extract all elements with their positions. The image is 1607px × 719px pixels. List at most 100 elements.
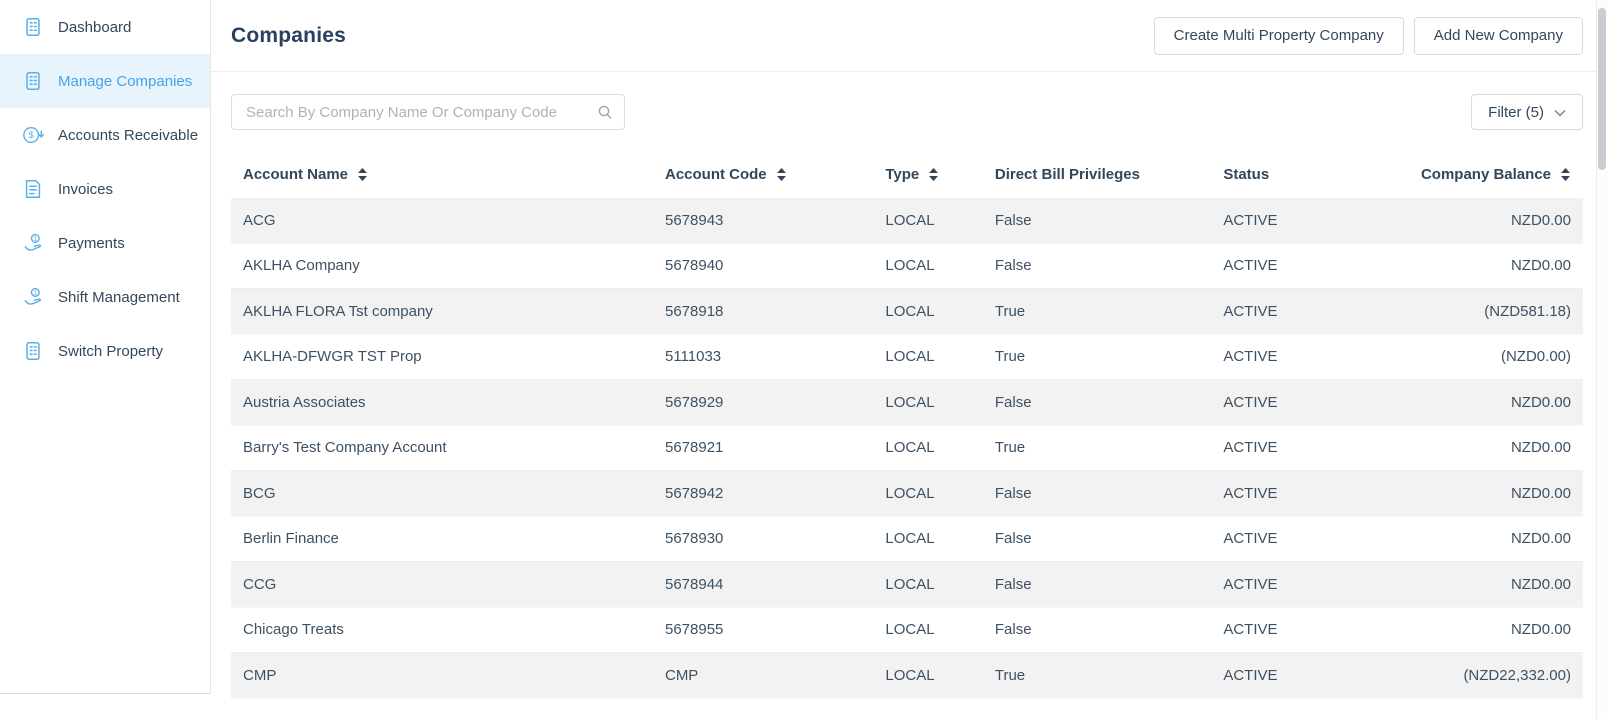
page-title: Companies [231,23,346,47]
sidebar-item-payments[interactable]: 1 Payments [0,216,210,270]
filter-button[interactable]: Filter (5) [1471,94,1583,130]
cell-status: ACTIVE [1223,439,1278,457]
scrollbar-thumb[interactable] [1598,8,1606,170]
cell-direct-bill-privileges: True [994,439,1026,457]
table-row[interactable]: AKLHA FLORA Tst company 5678918 LOCAL True A… [231,289,1583,335]
cell-account-code: 5111033 [664,348,722,366]
cell-direct-bill-privileges: False [994,621,1032,639]
sidebar-item-label: Payments [58,234,125,252]
cell-type: LOCAL [885,575,935,593]
cell-status: ACTIVE [1223,348,1278,366]
cell-status: ACTIVE [1223,666,1278,684]
table-row[interactable]: CMP CMP LOCAL True ACTIVE (NZD22,332.00) [231,653,1583,699]
table-row[interactable]: Austria Associates 5678929 LOCAL False ACTIV… [231,380,1583,426]
column-header-account-code[interactable]: Account Code [665,166,885,183]
column-header-status: Status [1223,166,1395,183]
cell-type: LOCAL [885,393,935,411]
table-row[interactable]: AKLHA-DFWGR TST Prop 5111033 LOCAL True ACTI… [231,335,1583,380]
column-header-direct-bill-privileges: Direct Bill Privileges [995,166,1223,183]
table-row[interactable]: CCG 5678944 LOCAL False ACTIVE NZD0.00 [231,562,1583,608]
add-new-company-button[interactable]: Add New Company [1413,16,1583,55]
sort-icon[interactable] [776,167,787,181]
sidebar-item-label: Dashboard [58,18,132,36]
table-header-row: Account Name Account Code Type Direct Bill … [231,150,1583,198]
cell-company-balance: NZD0.00 [1510,575,1571,593]
cell-account-name: AKLHA-DFWGR TST Prop [243,348,422,366]
cell-account-code: 5678929 [664,393,724,411]
sort-icon[interactable] [928,167,939,181]
cell-direct-bill-privileges: True [994,348,1026,366]
cell-direct-bill-privileges: False [994,575,1032,593]
table-row[interactable]: AKLHA Company 5678940 LOCAL False ACTIVE NZD0… [231,244,1583,289]
table-row[interactable]: Chicago Treats 5678955 LOCAL False ACTIVE NZD… [231,608,1583,653]
cell-direct-bill-privileges: False [994,257,1032,275]
cell-account-name: Chicago Treats [243,621,344,639]
cell-account-name: CCG [243,575,277,593]
cell-status: ACTIVE [1223,393,1278,411]
column-label: Direct Bill Privileges [994,165,1140,183]
column-header-company-balance[interactable]: Company Balance [1395,166,1583,183]
column-label: Type [885,165,920,183]
sidebar-item-dashboard[interactable]: Dashboard [0,0,210,54]
cell-company-balance: NZD0.00 [1510,393,1571,411]
cell-account-name: Barry's Test Company Account [243,439,447,457]
sort-icon[interactable] [357,167,368,181]
cell-status: ACTIVE [1223,484,1278,502]
dollar-circle-icon: $ [21,123,45,147]
sidebar-item-label: Shift Management [58,288,180,306]
create-multi-property-company-button[interactable]: Create Multi Property Company [1153,16,1404,55]
column-header-type[interactable]: Type [885,166,995,183]
table-row[interactable]: Barry's Test Company Account 5678921 LOCAL… [231,426,1583,471]
header-buttons: Create Multi Property Company Add New Co… [1153,16,1583,55]
cell-account-code: 5678944 [664,575,724,593]
toolbar: Filter (5) [231,94,1583,130]
cell-account-code: 5678942 [664,484,724,502]
column-header-account-name[interactable]: Account Name [231,166,665,183]
vertical-scrollbar[interactable] [1596,0,1607,719]
table-body: ACG 5678943 LOCAL False ACTIVE NZD0.00 AKLHA C… [231,198,1583,699]
sidebar-item-accounts-receivable[interactable]: $ Accounts Receivable [0,108,210,162]
cell-company-balance: NZD0.00 [1510,484,1571,502]
table-row[interactable]: ACG 5678943 LOCAL False ACTIVE NZD0.00 [231,198,1583,244]
cell-company-balance: (NZD0.00) [1500,348,1571,366]
cell-status: ACTIVE [1223,302,1278,320]
sort-icon[interactable] [1560,167,1571,181]
cell-account-name: Berlin Finance [243,530,339,548]
sidebar-item-manage-companies[interactable]: Manage Companies [0,54,210,108]
sidebar-nav: Dashboard Manage Companies $ Accounts Recei… [0,0,210,378]
table-row[interactable]: Berlin Finance 5678930 LOCAL False ACTIVE NZD… [231,517,1583,562]
column-label: Status [1223,165,1270,183]
cell-account-code: 5678921 [664,439,724,457]
filter-label: Filter (5) [1488,103,1544,121]
cell-account-code: 5678943 [664,211,724,229]
cell-type: LOCAL [885,484,935,502]
sidebar-item-switch-property[interactable]: Switch Property [0,324,210,378]
invoice-icon [21,177,45,201]
cell-account-name: ACG [243,211,276,229]
building-icon [21,15,45,39]
sidebar-item-label: Invoices [58,180,114,198]
sidebar-item-shift-management[interactable]: 1 Shift Management [0,270,210,324]
cell-account-name: AKLHA Company [243,257,360,275]
cell-type: LOCAL [885,348,935,366]
cell-direct-bill-privileges: False [994,484,1032,502]
column-label: Company Balance [1420,165,1551,183]
cell-account-code: CMP [664,666,699,684]
companies-table: Account Name Account Code Type Direct Bill … [231,150,1583,699]
svg-text:1: 1 [33,236,37,243]
cell-account-name: AKLHA FLORA Tst company [243,302,433,320]
cell-account-name: BCG [243,484,276,502]
cell-company-balance: NZD0.00 [1510,439,1571,457]
cell-account-code: 5678930 [664,530,724,548]
cell-account-code: 5678918 [664,302,724,320]
cell-company-balance: NZD0.00 [1510,257,1571,275]
table-row[interactable]: BCG 5678942 LOCAL False ACTIVE NZD0.00 [231,471,1583,517]
sidebar-item-label: Switch Property [58,342,164,360]
search-box [231,94,625,130]
sidebar: Dashboard Manage Companies $ Accounts Recei… [0,0,211,694]
sidebar-item-invoices[interactable]: Invoices [0,162,210,216]
search-input[interactable] [231,94,625,130]
cell-direct-bill-privileges: False [994,393,1032,411]
cell-type: LOCAL [885,530,935,548]
cell-direct-bill-privileges: False [994,530,1032,548]
